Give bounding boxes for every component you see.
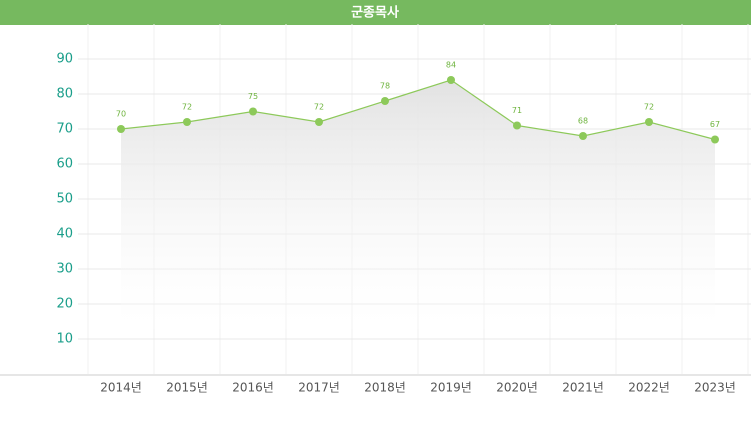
data-label: 84	[446, 61, 456, 70]
y-tick-label: 20	[56, 297, 73, 312]
point	[381, 97, 389, 105]
point	[447, 76, 455, 84]
data-label: 67	[710, 120, 720, 129]
y-tick-label: 60	[56, 157, 73, 172]
data-label: 68	[578, 117, 588, 126]
y-tick-label: 40	[56, 227, 73, 242]
x-tick-label: 2019년	[430, 381, 472, 395]
point	[315, 118, 323, 126]
x-tick-label: 2022년	[628, 381, 670, 395]
point	[249, 107, 257, 116]
x-tick-label: 2014년	[100, 381, 142, 395]
x-tick-label: 2021년	[562, 381, 604, 395]
y-tick-label: 50	[56, 192, 73, 207]
point	[579, 132, 587, 140]
chart-title: 군종목사	[351, 5, 399, 21]
y-tick-label: 10	[56, 332, 73, 347]
x-tick-label: 2020년	[496, 381, 538, 395]
data-label: 78	[380, 82, 390, 91]
title-bar	[0, 0, 751, 25]
point	[513, 121, 521, 130]
x-tick-label: 2018년	[364, 381, 406, 395]
point	[711, 135, 719, 144]
line	[120, 79, 716, 141]
x-tick-label: 2016년	[232, 381, 274, 395]
data-label: 71	[512, 106, 522, 115]
x-tick-label: 2017년	[298, 381, 340, 395]
data-label: 75	[248, 92, 258, 101]
data-label: 70	[116, 110, 126, 119]
point	[645, 118, 653, 126]
y-tick-label: 80	[56, 87, 73, 102]
x-tick-label: 2023년	[694, 381, 736, 395]
y-tick-label: 70	[56, 122, 73, 137]
data-label: 72	[182, 103, 192, 112]
area	[121, 80, 715, 329]
x-tick-label: 2015년	[166, 381, 208, 395]
data-label: 72	[314, 103, 324, 112]
data-label: 72	[644, 103, 654, 112]
y-tick-label: 90	[56, 52, 73, 67]
point	[183, 118, 191, 126]
y-tick-label: 30	[56, 262, 73, 277]
point	[117, 125, 125, 133]
